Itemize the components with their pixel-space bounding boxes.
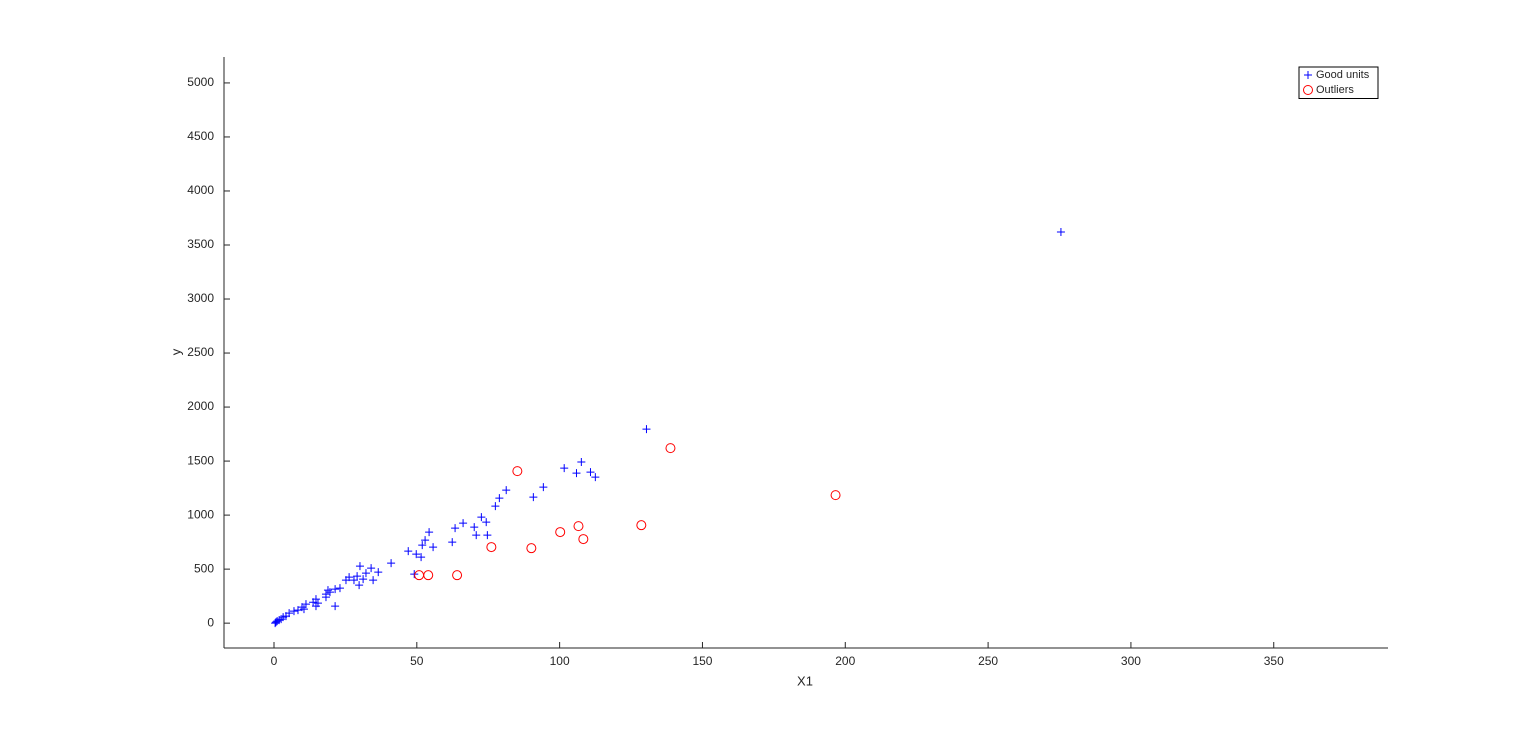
good-unit-point	[477, 513, 486, 522]
x-tick-label: 50	[410, 654, 424, 668]
good-unit-point	[591, 473, 600, 482]
good-unit-point	[323, 586, 332, 595]
good-unit-point	[539, 483, 548, 492]
x-tick-label: 250	[978, 654, 998, 668]
x-tick-label: 150	[692, 654, 712, 668]
good-unit-point	[425, 528, 434, 537]
good-unit-point	[572, 469, 581, 478]
good-unit-point	[586, 468, 595, 477]
good-unit-point	[483, 531, 492, 540]
y-tick-label: 1500	[187, 453, 214, 467]
outlier-point	[578, 534, 589, 545]
y-tick-label: 5000	[187, 75, 214, 89]
good-unit-point	[560, 464, 569, 473]
y-tick-label: 2500	[187, 345, 214, 359]
good-unit-point	[331, 602, 340, 611]
y-tick-label: 1000	[187, 507, 214, 521]
good-unit-point	[404, 547, 413, 556]
outlier-point	[830, 490, 841, 501]
outlier-point	[636, 520, 647, 531]
outlier-point	[486, 542, 497, 553]
good-unit-point	[642, 425, 651, 434]
outlier-point	[452, 570, 463, 581]
good-unit-point	[293, 606, 302, 615]
good-unit-point	[341, 576, 350, 585]
good-unit-point	[1056, 228, 1065, 237]
good-unit-point	[491, 502, 500, 511]
good-unit-point	[335, 584, 344, 593]
outlier-point	[512, 466, 523, 477]
y-tick-label: 4000	[187, 183, 214, 197]
good-unit-point	[418, 541, 427, 550]
legend-marker	[1303, 85, 1313, 95]
y-tick-label: 3000	[187, 291, 214, 305]
outlier-point	[555, 527, 566, 538]
outlier-point	[414, 570, 425, 581]
good-unit-point	[273, 617, 282, 626]
y-axis-label: y	[168, 348, 183, 355]
good-unit-point	[325, 588, 334, 597]
good-unit-point	[421, 536, 430, 545]
legend-label: Good units	[1316, 69, 1370, 81]
y-tick-label: 3500	[187, 237, 214, 251]
good-unit-point	[349, 576, 358, 585]
good-unit-point	[355, 562, 364, 571]
x-tick-label: 350	[1264, 654, 1284, 668]
y-tick-label: 0	[207, 615, 214, 629]
good-unit-point	[482, 518, 491, 527]
outlier-point	[573, 521, 584, 532]
y-tick-label: 4500	[187, 129, 214, 143]
good-unit-point	[472, 531, 481, 540]
good-unit-point	[374, 568, 383, 577]
legend-box	[1298, 66, 1379, 99]
good-unit-point	[361, 569, 370, 578]
good-unit-point	[387, 559, 396, 568]
y-tick-label: 2000	[187, 399, 214, 413]
good-unit-point	[448, 538, 457, 547]
good-unit-point	[577, 458, 586, 467]
legend-label: Outliers	[1316, 84, 1354, 96]
y-tick-label: 500	[194, 561, 214, 575]
good-unit-point	[451, 524, 460, 533]
good-unit-point	[367, 564, 376, 573]
good-unit-point	[470, 523, 479, 532]
good-unit-point	[412, 550, 421, 559]
good-unit-point	[321, 593, 330, 602]
good-unit-point	[502, 486, 511, 495]
x-tick-label: 100	[550, 654, 570, 668]
outlier-point	[665, 443, 676, 454]
x-tick-label: 300	[1121, 654, 1141, 668]
good-unit-point	[299, 605, 308, 614]
x-axis-label: X1	[797, 673, 813, 688]
good-unit-point	[459, 519, 468, 528]
legend-marker	[1304, 71, 1312, 79]
good-unit-point	[359, 575, 368, 584]
good-unit-point	[529, 493, 538, 502]
outlier-point	[526, 543, 537, 554]
good-unit-point	[369, 576, 378, 585]
good-unit-point	[429, 543, 438, 552]
x-tick-label: 200	[835, 654, 855, 668]
good-unit-point	[311, 602, 320, 611]
good-unit-point	[289, 607, 298, 616]
good-unit-point	[331, 585, 340, 594]
good-unit-point	[271, 618, 280, 627]
good-unit-point	[271, 619, 280, 628]
good-unit-point	[277, 615, 286, 624]
good-unit-point	[495, 494, 504, 503]
good-unit-point	[417, 553, 426, 562]
good-unit-point	[355, 581, 364, 590]
x-tick-label: 0	[271, 654, 278, 668]
